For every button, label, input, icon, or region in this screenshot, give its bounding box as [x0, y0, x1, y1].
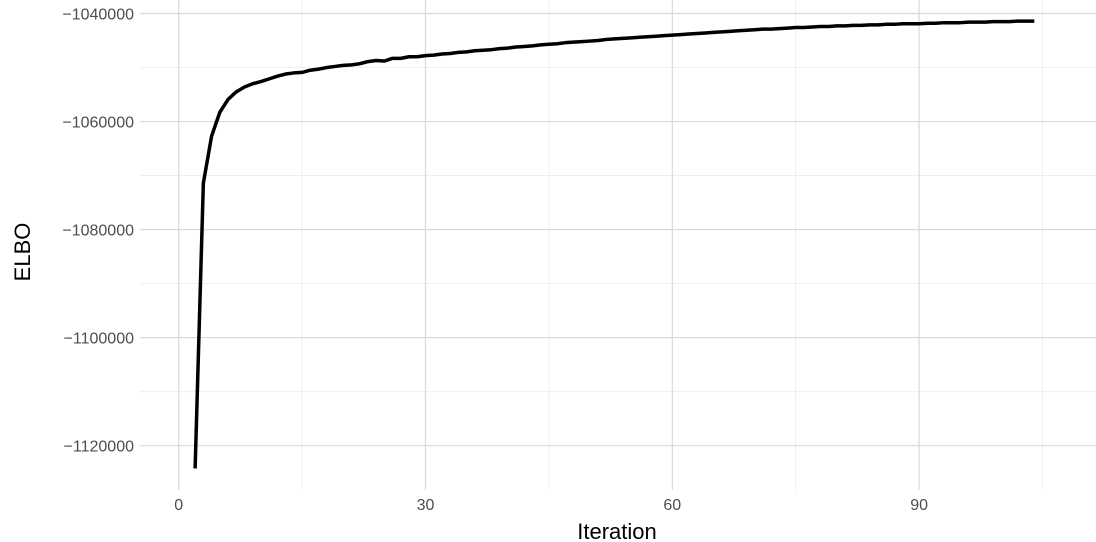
y-tick-label: −1080000 — [62, 223, 134, 240]
x-tick-label: 30 — [417, 497, 435, 514]
x-axis-ticks: 0 30 60 90 — [174, 497, 928, 514]
series-layer — [193, 19, 1035, 469]
x-tick-label: 0 — [174, 497, 183, 514]
y-tick-label: −1040000 — [62, 7, 134, 24]
y-axis-ticks: −1120000 −1100000 −1080000 −1060000 −1040000 — [62, 7, 134, 456]
major-gridlines — [140, 0, 1096, 490]
x-tick-label: 60 — [663, 497, 681, 514]
x-tick-label: 90 — [910, 497, 928, 514]
minor-gridlines — [140, 0, 1096, 490]
y-tick-label: −1100000 — [64, 331, 135, 348]
x-axis-title: Iteration — [577, 519, 657, 542]
y-axis-title: ELBO — [10, 223, 35, 282]
elbo-series-line — [193, 19, 1035, 469]
y-tick-label: −1120000 — [64, 439, 135, 456]
y-tick-label: −1060000 — [62, 115, 134, 132]
